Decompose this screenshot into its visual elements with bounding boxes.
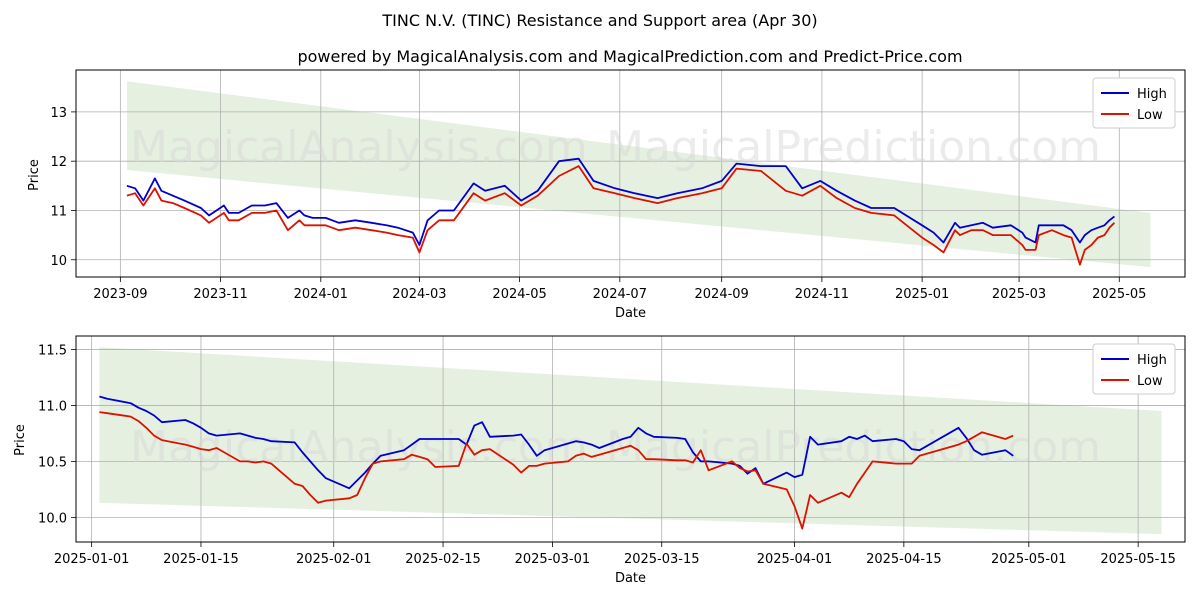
chart-subtitle: powered by MagicalAnalysis.com and Magic… — [297, 47, 962, 66]
x-tick-label: 2024-07 — [593, 287, 647, 302]
y-tick-label: 10.0 — [38, 511, 67, 526]
y-tick-label: 11.0 — [38, 399, 67, 414]
legend: High Low — [1092, 343, 1176, 395]
x-tick-label: 2025-03-01 — [515, 552, 591, 567]
x-axis-label: Date — [615, 306, 646, 321]
legend-label-high: High — [1137, 87, 1167, 102]
legend-label-low: Low — [1137, 374, 1163, 389]
watermark: MagicalPrediction.com — [606, 422, 1101, 473]
bottom-chart-panel: 2025-01-01 2025-01-15 2025-02-01 2025-02-15… — [13, 335, 1186, 586]
legend-box — [1092, 77, 1176, 129]
x-tick-label: 2024-11 — [795, 287, 849, 302]
x-tick-label: 2025-04-01 — [757, 552, 833, 567]
x-tick-label: 2023-11 — [193, 287, 247, 302]
series-line-low — [99, 411, 1014, 530]
x-tick-label: 2025-02-01 — [296, 552, 372, 567]
legend: High Low — [1092, 77, 1176, 129]
x-tick-label: 2024-03 — [392, 287, 446, 302]
x-tick-label: 2025-01 — [895, 287, 949, 302]
x-axis-label: Date — [615, 571, 646, 586]
y-tick-label: 11 — [50, 204, 67, 219]
y-tick-label: 13 — [50, 106, 67, 121]
y-tick-label: 11.5 — [38, 343, 67, 358]
y-tick-label: 10.5 — [38, 455, 67, 470]
resistance-support-band — [99, 347, 1162, 535]
x-tick-label: 2023-09 — [93, 287, 147, 302]
y-axis-label: Price — [13, 424, 28, 456]
chart-title: TINC N.V. (TINC) Resistance and Support … — [381, 11, 817, 30]
x-tick-label: 2025-05-15 — [1100, 552, 1176, 567]
x-tick-label: 2025-05 — [1092, 287, 1146, 302]
x-tick-label: 2025-01-01 — [54, 552, 130, 567]
watermark: MagicalAnalysis.com — [130, 122, 588, 173]
x-tick-label: 2025-03-15 — [624, 552, 700, 567]
series-line-high — [126, 157, 1115, 246]
resistance-support-band — [126, 81, 1151, 268]
x-tick-label: 2025-04-15 — [866, 552, 942, 567]
y-tick-label: 10 — [50, 254, 67, 269]
series-line-low — [126, 165, 1116, 266]
plot-frame — [75, 69, 1186, 278]
x-tick-label: 2024-01 — [294, 287, 348, 302]
x-tick-label: 2025-02-15 — [405, 552, 481, 567]
x-tick-label: 2025-05-01 — [991, 552, 1067, 567]
y-axis-label: Price — [27, 159, 42, 191]
top-chart-panel: 2023-09 2023-11 2024-01 2024-03 2024-05 2024-… — [27, 69, 1186, 321]
x-tick-label: 2025-03 — [992, 287, 1046, 302]
x-tick-label: 2025-01-15 — [163, 552, 239, 567]
legend-label-high: High — [1137, 353, 1167, 368]
legend-box — [1092, 343, 1176, 395]
x-tick-label: 2024-09 — [695, 287, 749, 302]
plot-frame — [75, 335, 1186, 543]
watermark: MagicalPrediction.com — [606, 122, 1101, 173]
legend-label-low: Low — [1137, 108, 1163, 123]
y-tick-label: 12 — [50, 155, 67, 170]
x-tick-label: 2024-05 — [492, 287, 546, 302]
series-line-high — [99, 395, 1014, 490]
